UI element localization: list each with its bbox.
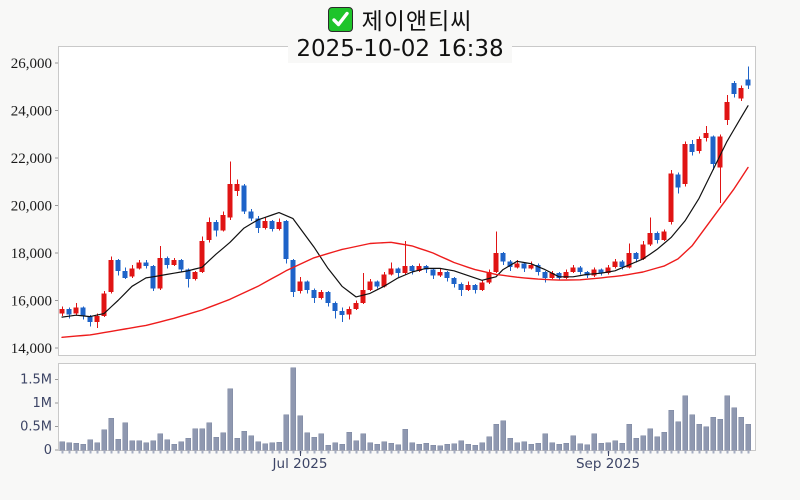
x-axis-ticks [61, 451, 750, 454]
svg-text:20,000: 20,000 [11, 199, 52, 215]
svg-text:14,000: 14,000 [11, 341, 52, 357]
svg-text:16,000: 16,000 [11, 294, 52, 310]
svg-text:22,000: 22,000 [11, 151, 52, 167]
price-panel [58, 46, 756, 356]
candles [59, 66, 751, 328]
svg-text:1M: 1M [33, 396, 53, 411]
svg-text:26,000: 26,000 [11, 56, 52, 72]
x-axis-labels: Jul 2025 Sep 2025 [272, 451, 640, 472]
svg-text:Jul 2025: Jul 2025 [272, 456, 328, 472]
volume-bars [59, 367, 751, 451]
volume-axis-labels: 1.5M 1M 0.5M 0 [20, 373, 58, 458]
svg-text:24,000: 24,000 [11, 104, 52, 120]
svg-text:Sep 2025: Sep 2025 [576, 456, 640, 472]
svg-text:1.5M: 1.5M [20, 373, 52, 388]
ma-long-line [61, 166, 749, 338]
svg-text:0.5M: 0.5M [20, 420, 52, 435]
price-axis-labels: 26,000 24,000 22,000 20,000 18,000 16,000 14,0… [11, 56, 58, 357]
ma-short-line [61, 105, 749, 318]
svg-text:18,000: 18,000 [11, 246, 52, 262]
svg-text:0: 0 [44, 443, 52, 458]
